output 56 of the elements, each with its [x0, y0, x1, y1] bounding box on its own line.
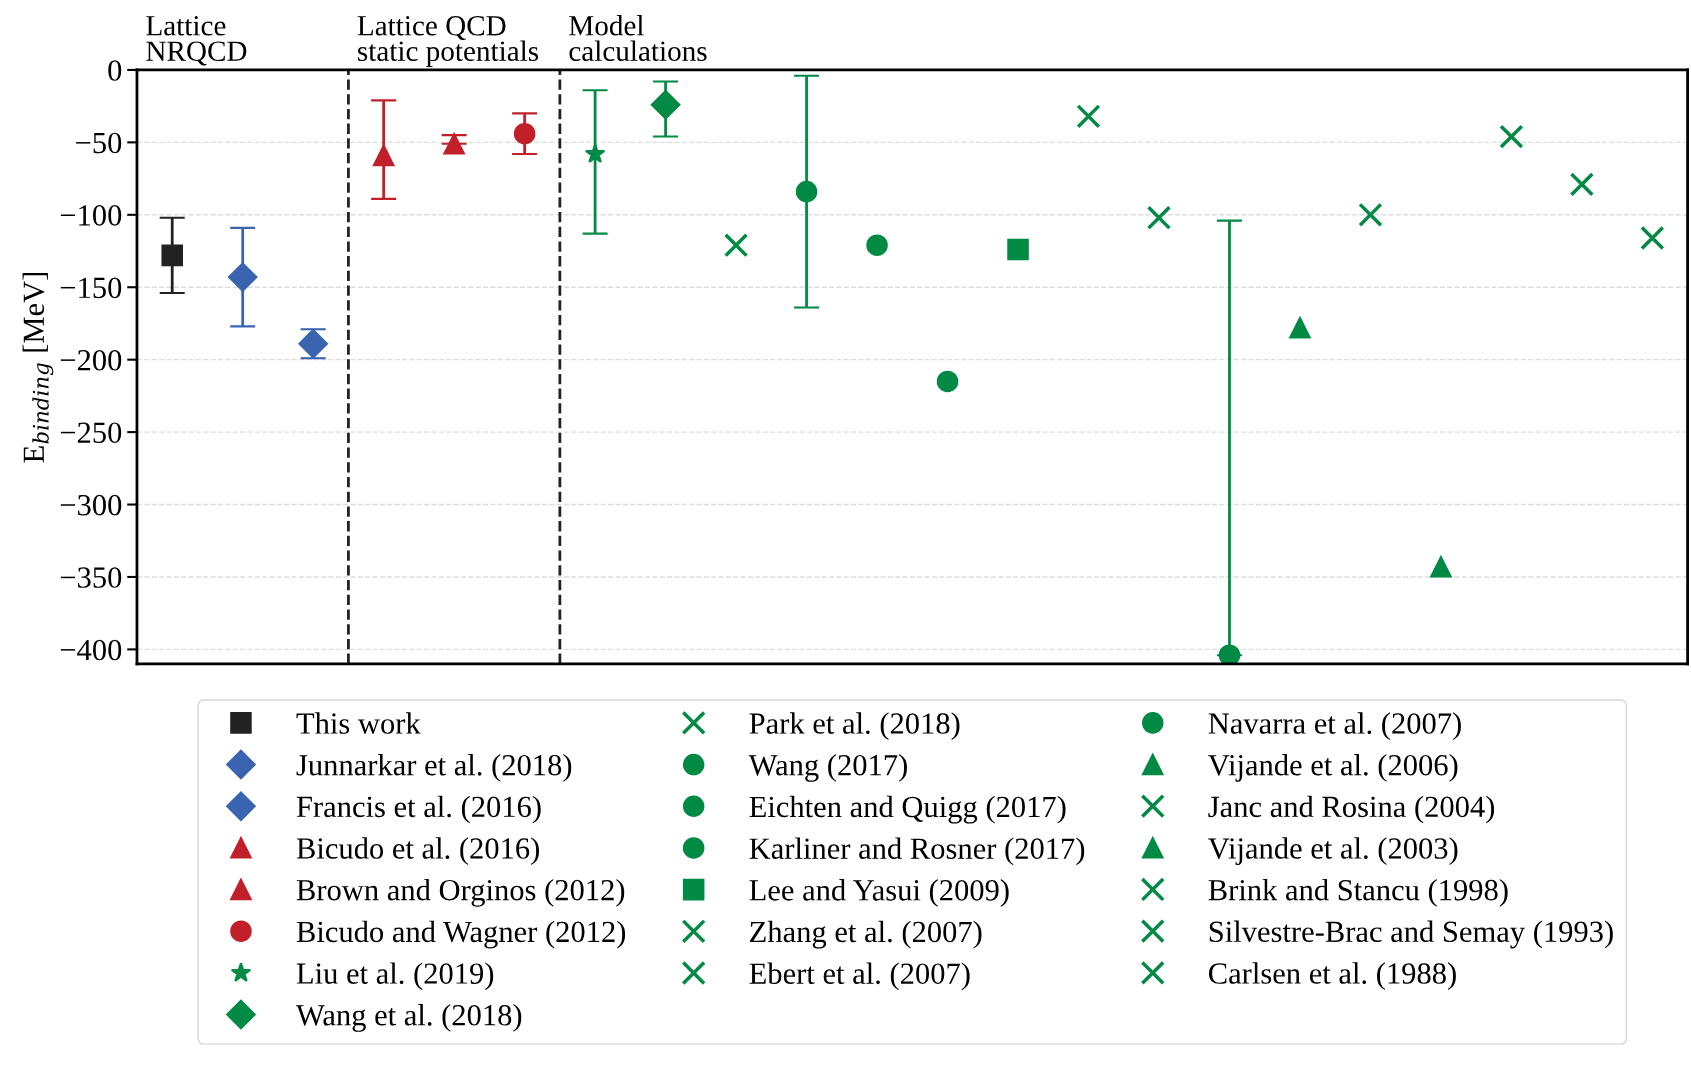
- legend-label: Lee and Yasui (2009): [749, 879, 1009, 907]
- legend-label: This work: [296, 712, 421, 734]
- legend-label: Francis et al. (2016): [296, 795, 541, 824]
- legend-label: Bicudo et al. (2016): [296, 837, 539, 866]
- legend-label: Navarra et al. (2007): [1208, 712, 1461, 741]
- point: [723, 233, 749, 258]
- legend-label: Eichten and Quigg (2017): [749, 795, 1066, 824]
- legend-label: Wang et al. (2018): [295, 1004, 522, 1032]
- point: [1569, 172, 1595, 197]
- legend-label: Zhang et al. (2007): [750, 920, 982, 949]
- y-tick-label: −100: [60, 205, 122, 226]
- legend-label: Vijande et al. (2003): [1208, 837, 1458, 866]
- text: Model calculations: [569, 15, 707, 62]
- legend-label: Carlsen et al. (1988): [1209, 962, 1456, 991]
- y-tick-label: −200: [60, 349, 122, 371]
- point: [443, 133, 465, 155]
- point: [936, 370, 959, 393]
- legend-label: Brown and Orginos (2012): [296, 878, 625, 907]
- point: [513, 122, 536, 145]
- point: [1007, 238, 1029, 261]
- text: Lattice QCD static potentials: [357, 16, 539, 67]
- y-tick-label: −250: [60, 422, 122, 444]
- point: [1076, 104, 1101, 129]
- text: Lattice NRQCD: [146, 16, 247, 66]
- point: [1358, 202, 1383, 227]
- legend-label: Karliner and Rosner (2017): [749, 837, 1085, 866]
- y-tick-label: 0: [108, 60, 122, 81]
- point: [866, 234, 888, 256]
- y-tick-label: −50: [76, 132, 122, 154]
- y-tick-label: −150: [60, 277, 122, 299]
- point: [1640, 225, 1665, 251]
- legend-label: Wang (2017): [748, 754, 907, 782]
- point: [650, 89, 681, 120]
- y-tick-label: −350: [60, 567, 122, 588]
- legend-label: Bicudo and Wagner (2012): [296, 920, 626, 949]
- legend-label: Ebert et al. (2007): [749, 962, 970, 991]
- point: [795, 180, 818, 203]
- y-axis-title: E$_{binding}$ [MeV]: [22, 272, 54, 463]
- point: [227, 262, 258, 292]
- y-tick-label: −400: [60, 639, 122, 661]
- legend-label: Park et al. (2018): [749, 712, 960, 741]
- point: [1289, 317, 1311, 339]
- legend-label: Silvestre-Brac and Semay (1993): [1209, 920, 1613, 949]
- legend-label: Liu et al. (2019): [296, 962, 494, 991]
- legend-label: Brink and Stancu (1998): [1208, 878, 1508, 907]
- point: [372, 144, 395, 167]
- legend-label: Janc and Rosina (2004): [1208, 795, 1495, 824]
- point: [1146, 205, 1172, 230]
- point: [1430, 556, 1452, 578]
- legend-label: Junnarkar et al. (2018): [296, 754, 572, 782]
- y-tick-label: −300: [60, 494, 122, 516]
- point: [161, 244, 183, 267]
- point: [1218, 644, 1241, 664]
- legend-label: Vijande et al. (2006): [1208, 754, 1458, 782]
- point: [1499, 124, 1524, 149]
- point: [584, 143, 606, 163]
